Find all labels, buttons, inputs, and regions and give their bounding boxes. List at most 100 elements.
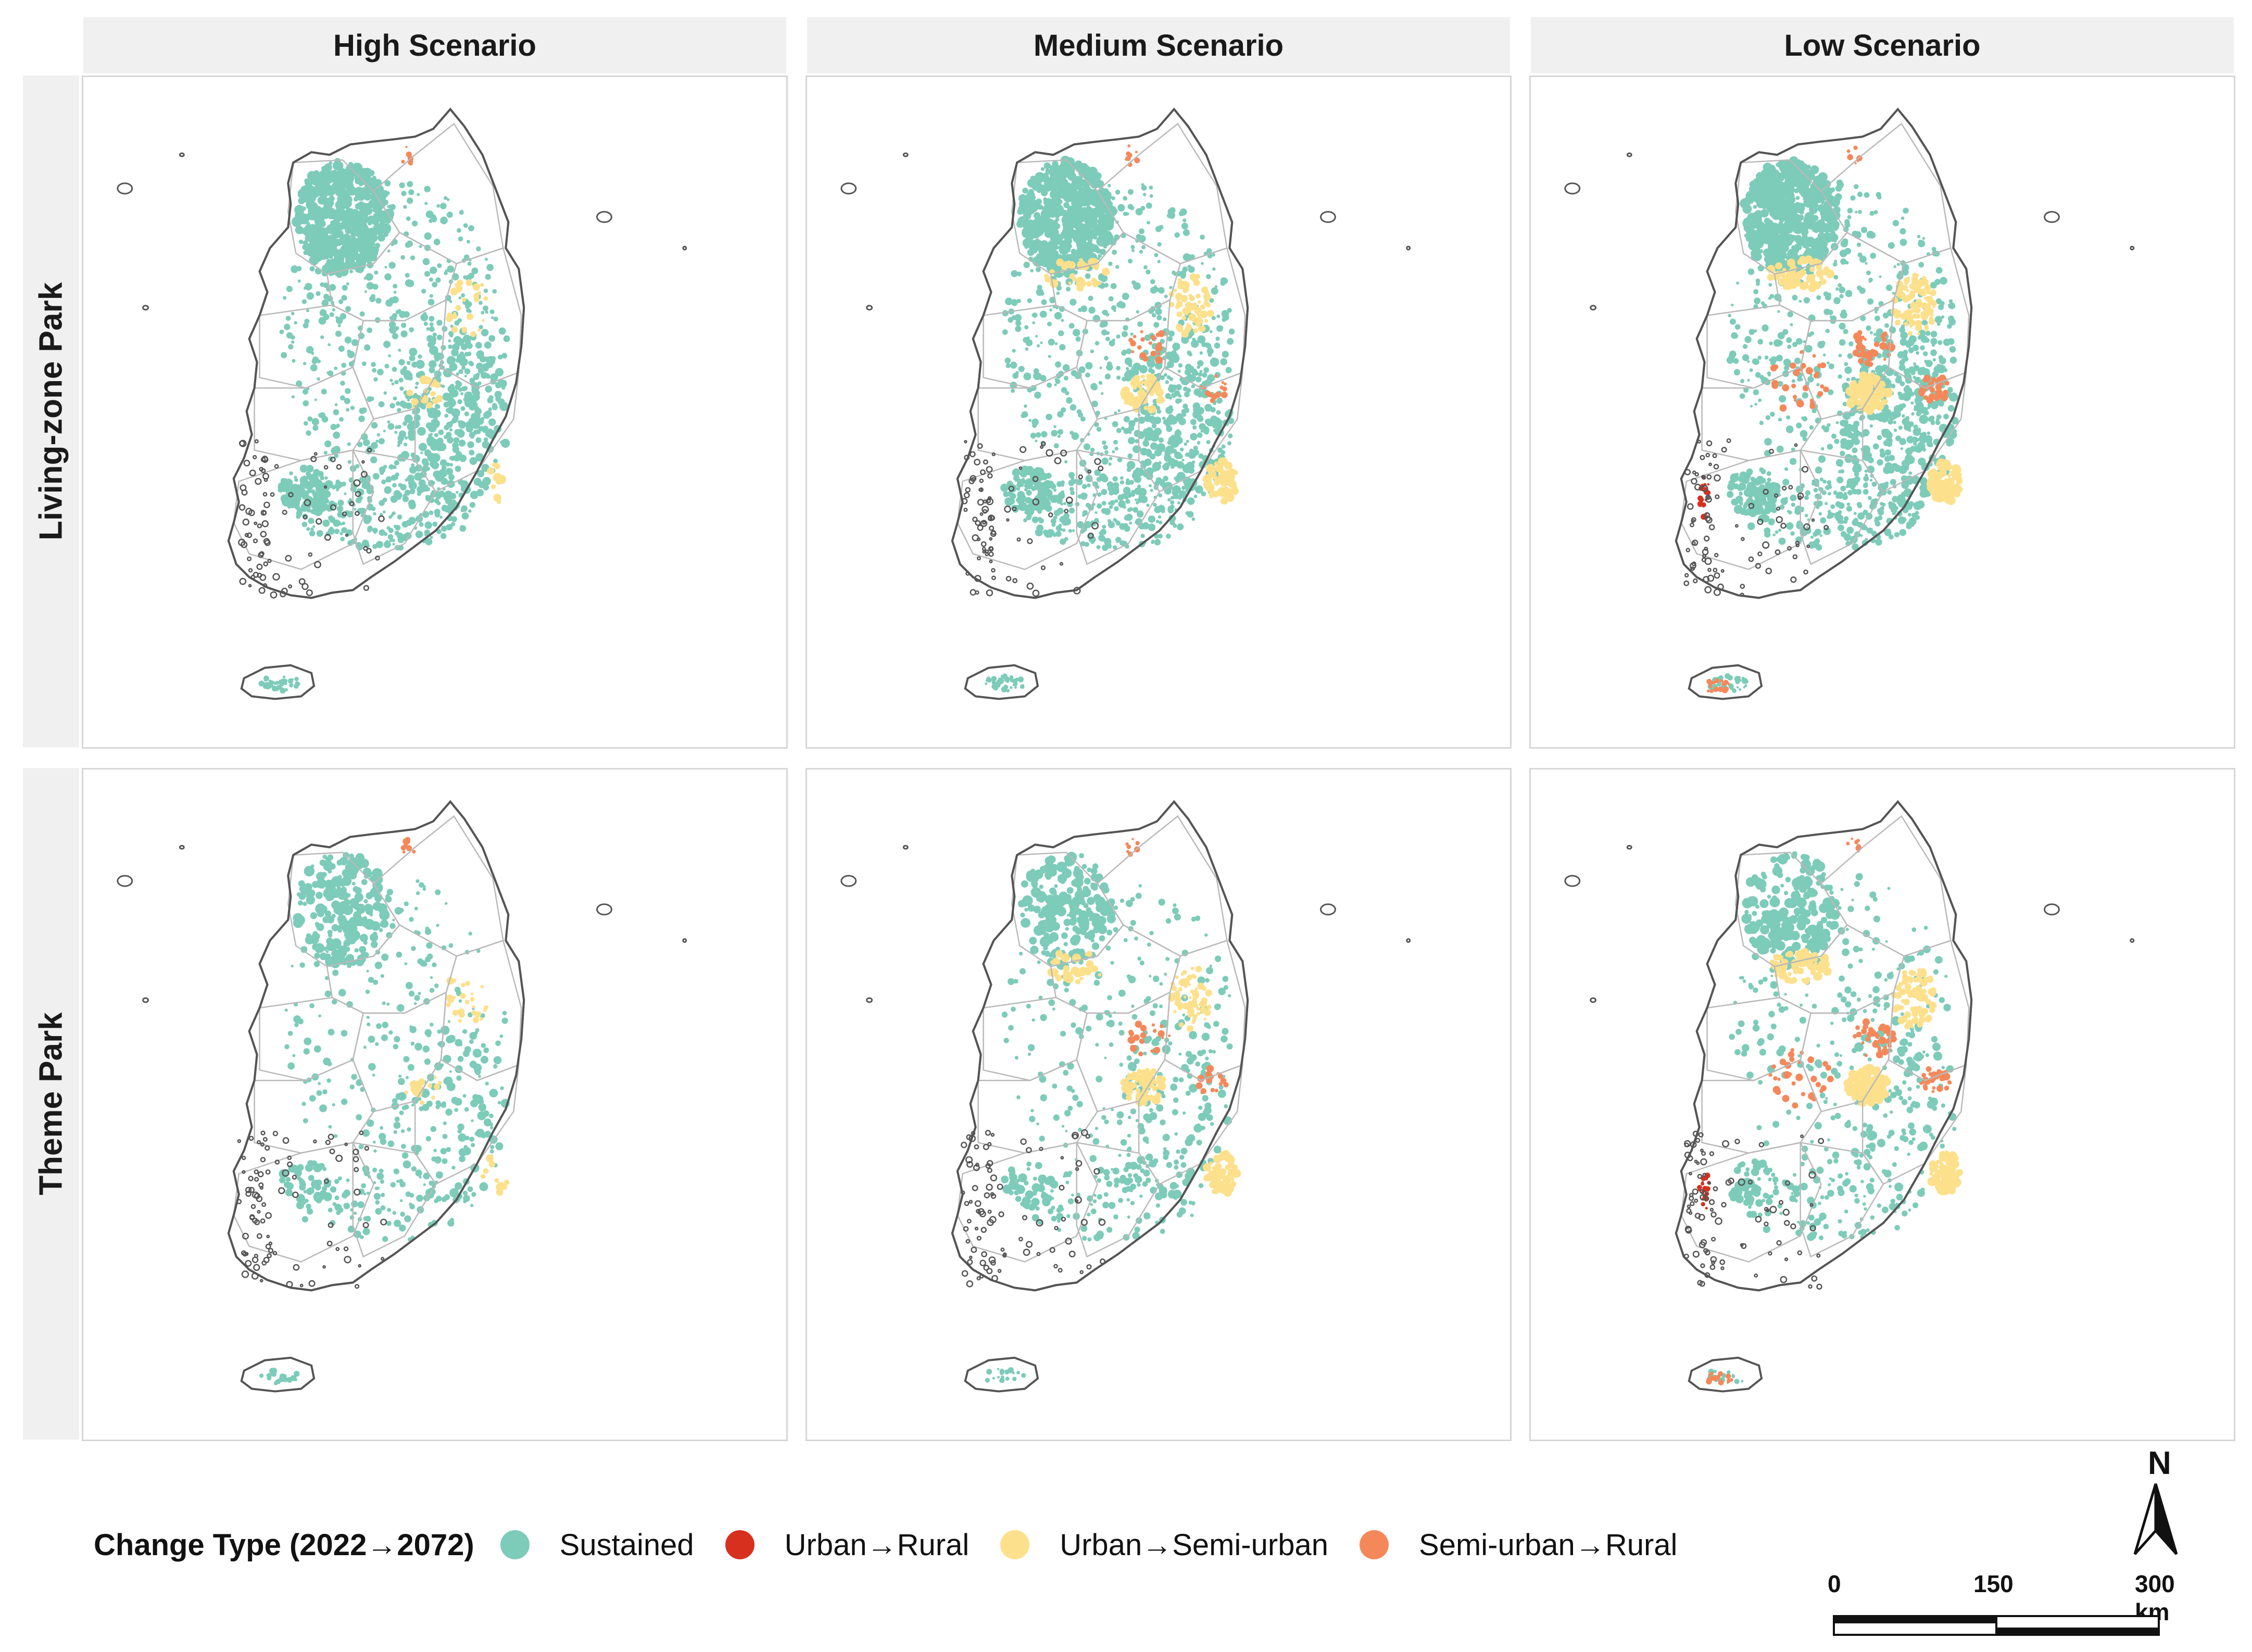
- change-patch: [260, 684, 263, 686]
- change-patch: [1820, 517, 1827, 524]
- change-patch: [476, 489, 484, 497]
- change-patch: [1899, 381, 1905, 386]
- change-patch: [1188, 467, 1195, 474]
- change-patch: [1120, 388, 1129, 398]
- change-patch: [1795, 338, 1803, 345]
- change-patch: [294, 321, 297, 325]
- change-patch: [1032, 321, 1036, 324]
- change-patch: [1833, 297, 1841, 305]
- coastal-islet: [262, 510, 267, 515]
- change-patch: [1122, 331, 1128, 337]
- change-patch: [1045, 181, 1054, 190]
- change-patch: [1131, 350, 1135, 354]
- change-patch: [1092, 523, 1096, 526]
- coastal-islet: [256, 563, 263, 570]
- korea-map: [1564, 107, 2135, 700]
- change-patch: [1121, 426, 1125, 431]
- change-patch: [1168, 385, 1176, 393]
- change-patch: [1783, 358, 1791, 367]
- change-patch: [1026, 490, 1032, 496]
- change-patch: [1898, 465, 1907, 474]
- change-patch: [1948, 302, 1956, 309]
- change-patch: [1123, 211, 1128, 216]
- change-patch: [1204, 290, 1210, 296]
- change-patch: [1840, 239, 1848, 248]
- change-patch: [1938, 400, 1944, 407]
- change-patch: [1729, 350, 1737, 358]
- change-patch: [1891, 384, 1896, 389]
- change-patch: [1742, 204, 1752, 214]
- change-patch: [283, 296, 287, 300]
- change-patch: [1076, 276, 1085, 285]
- change-patch: [1080, 179, 1088, 187]
- change-patch: [466, 425, 473, 433]
- change-patch: [291, 340, 295, 344]
- change-patch: [996, 679, 1002, 685]
- change-patch: [1844, 424, 1851, 431]
- change-patch: [1908, 471, 1913, 475]
- coastal-islet: [1016, 537, 1021, 542]
- change-patch: [1228, 418, 1235, 424]
- change-patch: [1837, 518, 1843, 524]
- change-patch: [1839, 249, 1847, 258]
- island-outline: [142, 305, 149, 311]
- coastal-islet: [360, 471, 368, 478]
- change-patch: [1228, 328, 1235, 335]
- change-patch: [1852, 465, 1860, 473]
- change-patch: [1796, 422, 1802, 428]
- change-patch: [1085, 502, 1091, 508]
- change-patch: [1185, 254, 1192, 261]
- coastal-islet: [363, 585, 370, 591]
- island-outline: [596, 211, 612, 223]
- change-patch: [431, 490, 435, 494]
- change-patch: [440, 203, 447, 209]
- change-patch: [1118, 500, 1126, 508]
- coastal-islet: [241, 541, 248, 548]
- change-patch: [1853, 436, 1857, 440]
- change-patch: [354, 196, 359, 202]
- coastal-islet: [303, 514, 308, 520]
- change-patch: [1220, 358, 1228, 365]
- change-patch: [1890, 478, 1896, 486]
- change-patch: [1161, 509, 1165, 513]
- coastal-islet: [1040, 445, 1044, 449]
- change-patch: [1081, 484, 1087, 489]
- change-patch: [1901, 216, 1905, 220]
- change-patch: [1106, 361, 1112, 367]
- change-patch: [1163, 373, 1167, 377]
- change-patch: [359, 508, 367, 514]
- change-patch: [1095, 410, 1100, 415]
- coastal-islet: [282, 509, 287, 515]
- change-patch: [1150, 417, 1158, 424]
- change-patch: [1855, 210, 1858, 214]
- change-patch: [1197, 432, 1203, 438]
- change-patch: [323, 294, 330, 300]
- change-patch: [311, 478, 319, 486]
- change-patch: [364, 290, 367, 293]
- change-patch: [318, 412, 323, 418]
- change-patch: [312, 507, 321, 515]
- change-patch: [1126, 348, 1132, 355]
- change-patch: [1024, 245, 1028, 249]
- column-header-medium: Medium Scenario: [807, 17, 1510, 73]
- change-patch: [1917, 369, 1924, 376]
- change-patch: [1137, 321, 1143, 327]
- change-patch: [1762, 185, 1770, 194]
- change-patch: [1903, 349, 1908, 355]
- change-patch: [1774, 235, 1781, 242]
- change-patch: [444, 196, 448, 200]
- change-patch: [1076, 478, 1083, 486]
- change-patch: [1091, 228, 1098, 235]
- change-patch: [1885, 437, 1893, 445]
- change-patch: [1841, 309, 1846, 315]
- change-patch: [1106, 217, 1114, 226]
- coastal-islet: [980, 520, 988, 527]
- change-patch: [357, 442, 363, 447]
- change-patch: [1775, 530, 1779, 534]
- change-patch: [400, 450, 410, 460]
- change-patch: [338, 299, 344, 305]
- change-patch: [373, 226, 377, 230]
- change-patch: [440, 533, 447, 539]
- change-patch: [1184, 307, 1190, 313]
- coastal-islet: [263, 561, 269, 566]
